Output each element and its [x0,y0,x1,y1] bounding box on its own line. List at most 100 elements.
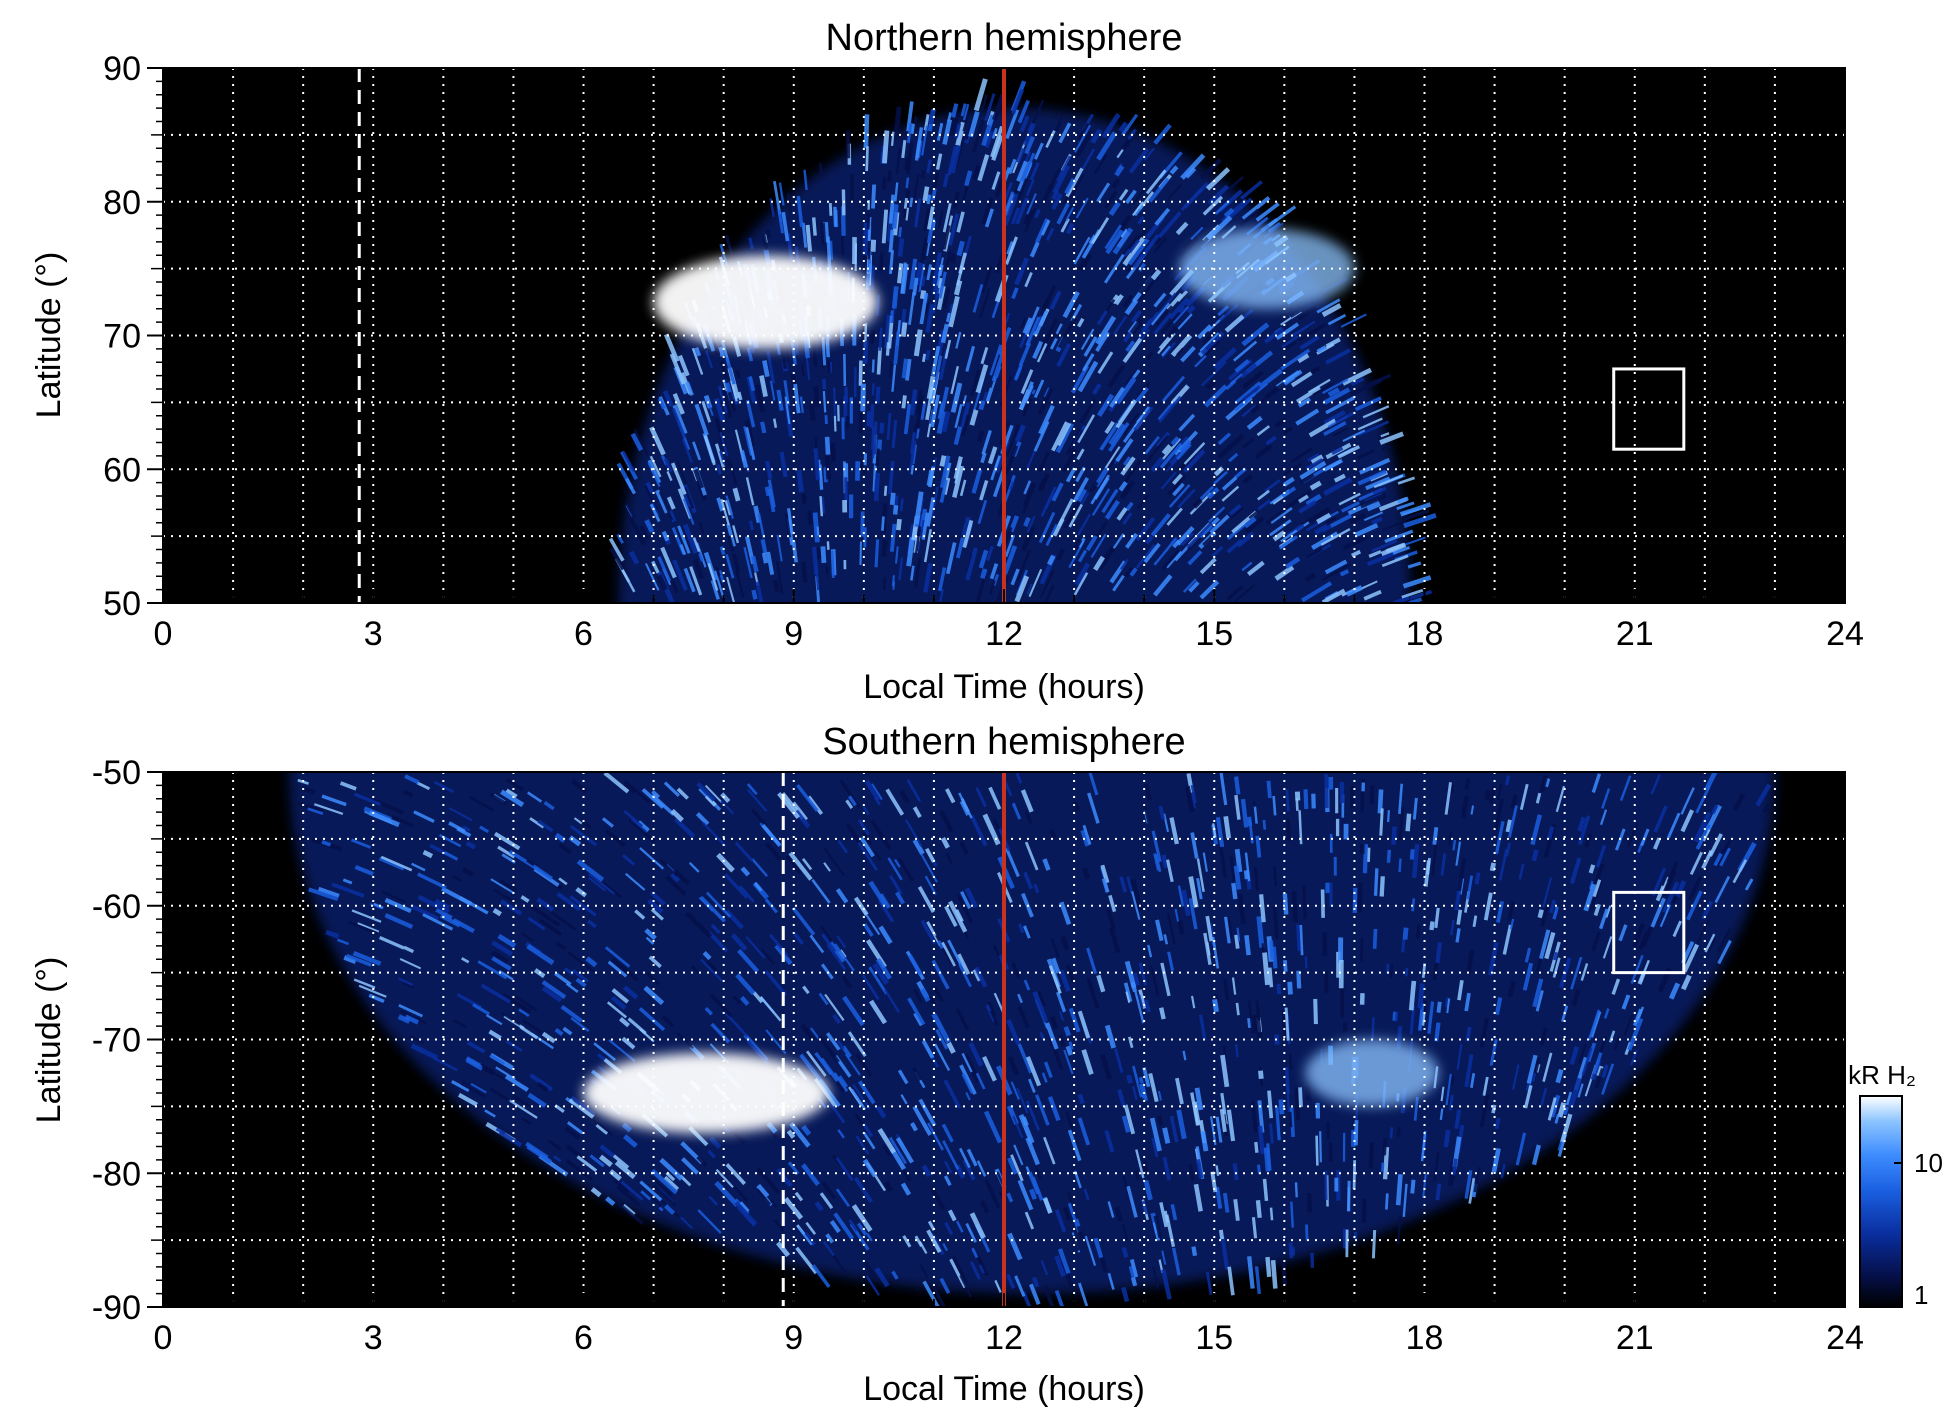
north-emission-streak [1065,428,1082,456]
south-emission-streak [792,801,809,821]
north-emission-streak [1107,364,1126,389]
north-emission-streak [1205,215,1233,242]
south-emission-streak [964,887,979,909]
north-emission-streak [1392,546,1411,555]
south-emission-streak [852,1083,871,1110]
north-emission-streak [941,411,951,433]
south-emission-streak [1531,849,1539,862]
north-emission-streak [720,498,730,526]
south-emission-streak [1369,784,1375,805]
south-emission-streak [343,955,357,964]
south-emission-streak [621,1122,632,1133]
north-emission-streak [1236,531,1255,548]
south-emission-streak [1218,1229,1225,1240]
north-emission-streak [1226,538,1243,554]
south-emission-streak [1149,1117,1162,1152]
north-emission-streak [924,301,930,315]
north-emission-streak [1145,169,1167,195]
north-emission-streak [1275,322,1300,341]
south-emission-streak [700,958,723,982]
north-emission-streak [975,574,987,603]
north-emission-streak [1135,544,1156,569]
south-emission-streak [1165,1214,1176,1248]
north-emission-streak [909,389,918,416]
south-emission-streak [1632,1008,1643,1027]
north-emission-streak [1214,200,1231,215]
south-emission-streak [1689,851,1703,876]
south-emission-streak [1159,1202,1168,1228]
north-emission-streak [769,380,776,401]
north-emission-streak [1052,164,1071,194]
south-emission-streak [697,1209,722,1234]
north-emission-streak [1014,424,1026,443]
north-emission-streak [1403,513,1437,529]
north-emission-streak [661,530,670,542]
south-emission-streak [875,958,892,980]
north-emission-streak [926,159,932,174]
south-emission-streak [1006,1019,1021,1045]
south-emission-streak [527,791,543,803]
north-emission-streak [889,361,893,378]
south-emission-streak [1174,908,1180,922]
north-emission-streak [1342,429,1366,443]
south-emission-streak [1371,1017,1375,1043]
north-emission-streak [762,360,770,378]
north-emission-streak [915,428,920,439]
south-emission-streak [838,1075,849,1088]
south-emission-streak [935,1028,949,1050]
south-emission-streak [978,1264,985,1274]
south-emission-streak [1439,1108,1444,1121]
south-emission-streak [575,887,588,898]
north-emission-streak [1221,476,1238,491]
south-emission-streak [1244,852,1251,882]
north-emission-streak [1272,530,1286,542]
south-emission-streak [1254,1266,1262,1295]
south-emission-streak [448,807,473,822]
north-emission-streak [1004,236,1019,265]
south-emission-streak [1058,969,1071,992]
south-emission-streak [590,1187,602,1198]
south-emission-streak [971,1247,979,1259]
north-emission-streak [944,462,952,479]
north-emission-streak [698,521,705,534]
south-emission-streak [659,859,678,877]
south-emission-streak [1045,1022,1059,1050]
north-emission-streak [1144,435,1160,455]
south-emission-streak [1212,823,1217,838]
north-emission-streak [1157,211,1182,239]
south-emission-streak [1470,805,1475,815]
south-emission-streak [862,1260,879,1283]
north-emission-streak [819,163,823,177]
south-emission-streak [536,897,555,912]
south-emission-streak [1268,967,1274,988]
north-emission-streak [1125,532,1139,549]
north-emission-streak [953,456,963,480]
south-emission-streak [1415,924,1421,939]
north-emission-streak [1002,192,1019,226]
north-emission-streak [1022,482,1037,507]
south-emission-streak [891,1270,899,1280]
north-emission-streak [923,207,931,231]
north-emission-streak [912,444,918,465]
south-emission-streak [1107,1272,1115,1290]
north-emission-streak [869,330,874,345]
south-emission-streak [1188,1163,1195,1181]
north-emission-streak [1096,131,1118,161]
south-emission-streak [435,908,453,920]
north-emission-streak [1004,534,1016,558]
south-emission-streak [489,1087,511,1102]
south-emission-streak [1135,1149,1145,1179]
north-emission-streak [1065,222,1075,235]
south-emission-streak [1232,1163,1239,1181]
south-emission-streak [714,1180,740,1207]
north-emission-streak [1296,352,1310,364]
north-emission-streak [878,252,884,272]
south-emission-streak [1161,1269,1172,1300]
north-emission-streak [1373,474,1404,489]
north-emission-streak [972,119,985,153]
north-emission-streak [1226,585,1244,601]
south-emission-streak [1162,1127,1171,1144]
north-emission-streak [645,563,660,591]
north-emission-streak [1091,217,1110,245]
north-emission-streak [1112,227,1134,255]
